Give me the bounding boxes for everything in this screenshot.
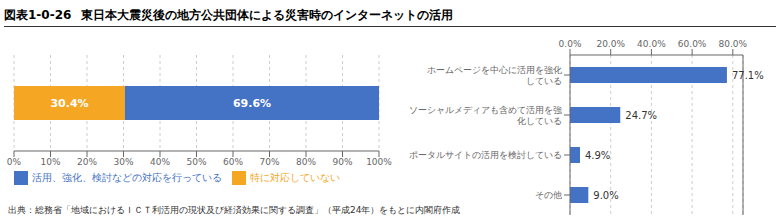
svg-text:ポータルサイトの活用を検討している: ポータルサイトの活用を検討している xyxy=(409,150,562,160)
svg-text:30%: 30% xyxy=(113,157,133,167)
svg-text:80%: 80% xyxy=(296,157,316,167)
svg-text:70%: 70% xyxy=(259,157,279,167)
svg-text:4.9%: 4.9% xyxy=(585,150,610,161)
svg-text:その他: その他 xyxy=(535,190,562,200)
html-text:東日本大震災後の地方公共団体による災害時のインターネットの活: 東日本大震災後の地方公共団体による災害時のインターネットの活用 xyxy=(81,7,454,22)
svg-text:80.0%: 80.0% xyxy=(719,39,748,49)
svg-text:30.4%: 30.4% xyxy=(50,97,88,110)
svg-text:90%: 90% xyxy=(332,157,352,167)
svg-text:100%: 100% xyxy=(366,157,392,167)
svg-text:ホームページを中心に活用を強化している: ホームページを中心に活用を強化している xyxy=(427,65,562,86)
html-text:活用、強化、検討などの対応を行っている: 活用、強化、検討などの対応を行っている xyxy=(32,172,222,183)
html-text:特に対応していない: 特に対応していない xyxy=(250,172,340,183)
svg-text:ソーシャルメディアも含めて活用を強化している: ソーシャルメディアも含めて活用を強化している xyxy=(409,105,562,126)
svg-text:40.0%: 40.0% xyxy=(637,39,666,49)
svg-text:69.6%: 69.6% xyxy=(233,97,271,110)
svg-text:20%: 20% xyxy=(77,157,97,167)
svg-text:40%: 40% xyxy=(150,157,170,167)
svg-text:24.7%: 24.7% xyxy=(625,110,657,121)
svg-text:9.0%: 9.0% xyxy=(593,190,618,201)
html-text:出典：総務省「地域におけるＩＣＴ利活用の現状及び経済効果に関: 出典：総務省「地域におけるＩＣＴ利活用の現状及び経済効果に関する調査」（平成24… xyxy=(8,205,461,215)
svg-text:20.0%: 20.0% xyxy=(596,39,625,49)
svg-text:60%: 60% xyxy=(223,157,243,167)
svg-text:60.0%: 60.0% xyxy=(678,39,707,49)
svg-text:77.1%: 77.1% xyxy=(732,70,764,81)
svg-text:50%: 50% xyxy=(186,157,206,167)
svg-text:0.0%: 0.0% xyxy=(559,39,582,49)
svg-text:0%: 0% xyxy=(8,157,22,167)
svg-text:10%: 10% xyxy=(40,157,60,167)
html-text:図表1-0-26: 図表1-0-26 xyxy=(4,7,72,22)
